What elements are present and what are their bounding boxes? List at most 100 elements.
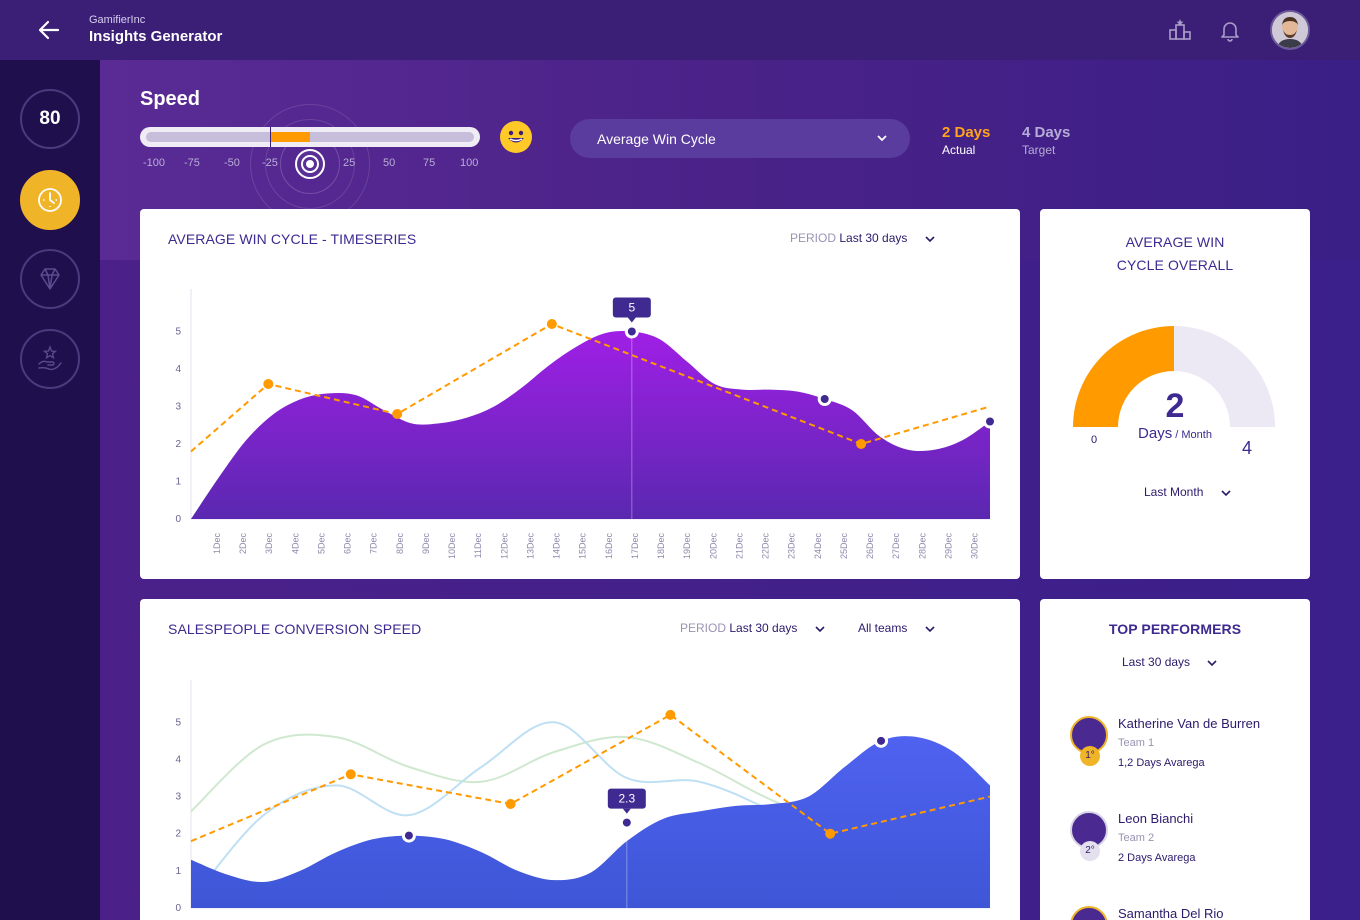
target-value: 4 Days bbox=[1022, 124, 1071, 141]
overall-period-select[interactable]: Last Month bbox=[1144, 485, 1231, 499]
x-tick-label: 19Dec bbox=[682, 533, 692, 560]
performer-rank-badge: 1° bbox=[1080, 746, 1100, 766]
slider-inner-track bbox=[146, 132, 474, 142]
team-filter-select[interactable]: All teams bbox=[858, 621, 935, 635]
performer-rank-badge: 2° bbox=[1080, 841, 1100, 861]
x-tick-label: 1Dec bbox=[212, 533, 222, 555]
slider-tick: -50 bbox=[224, 157, 240, 169]
company-name: GamifierInc bbox=[89, 14, 146, 26]
data-point bbox=[877, 736, 886, 745]
rewards-nav-button[interactable] bbox=[20, 249, 80, 309]
actual-value: 2 Days bbox=[942, 124, 991, 141]
overall-title-line2: CYCLE OVERALL bbox=[1116, 257, 1234, 273]
metric-dropdown-label: Average Win Cycle bbox=[597, 130, 716, 147]
actual-kpi: 2 Days Actual bbox=[942, 124, 990, 157]
conversion-period-select[interactable]: PERIOD Last 30 days bbox=[680, 621, 825, 635]
overall-period-value: Last Month bbox=[1144, 485, 1204, 499]
y-tick-label: 2 bbox=[175, 439, 181, 450]
timeseries-period-select[interactable]: PERIOD Last 30 days bbox=[790, 231, 935, 245]
highlight-point bbox=[627, 327, 636, 336]
conversion-card: SALESPEOPLE CONVERSION SPEED PERIOD Last… bbox=[140, 599, 1020, 920]
data-point bbox=[986, 417, 994, 426]
highlight-value-label: 2.3 bbox=[618, 792, 635, 806]
recognition-nav-button[interactable] bbox=[20, 329, 80, 389]
x-tick-label: 29Dec bbox=[943, 533, 953, 560]
user-avatar[interactable] bbox=[1270, 10, 1310, 50]
back-arrow-icon[interactable] bbox=[36, 18, 62, 42]
timeseries-chart: 0 1 2 3 4 5 5 1Dec 2Dec 3Dec 4Dec 5Dec 6Dec 7Dec 8Dec 9… bbox=[175, 289, 997, 560]
highlight-point bbox=[622, 818, 631, 827]
speed-slider[interactable] bbox=[140, 127, 480, 147]
bell-icon[interactable] bbox=[1218, 18, 1242, 42]
x-tick-label: 17Dec bbox=[630, 533, 640, 560]
overall-card: AVERAGE WIN CYCLE OVERALL 2 Days / Month… bbox=[1040, 209, 1310, 579]
knob-ring-mid bbox=[265, 119, 355, 209]
performer-team: Team 2 bbox=[1118, 832, 1155, 844]
slider-tick: 25 bbox=[343, 157, 356, 169]
y-tick-label: 4 bbox=[175, 754, 181, 765]
overall-title-line1: AVERAGE WIN bbox=[1125, 234, 1225, 250]
timeseries-title: AVERAGE WIN CYCLE - TIMESERIES bbox=[168, 231, 417, 247]
target-point bbox=[825, 828, 836, 839]
hand-star-icon bbox=[38, 345, 62, 371]
performer-name: Samantha Del Rio bbox=[1118, 906, 1224, 920]
gauge-unit-sep: / Month bbox=[1172, 429, 1212, 441]
stopwatch-icon bbox=[38, 188, 62, 212]
conversion-chart: 0 1 2 3 4 5 2.3 bbox=[175, 680, 991, 914]
target-point bbox=[665, 709, 676, 720]
target-point bbox=[546, 319, 557, 329]
slider-handle[interactable] bbox=[294, 148, 326, 180]
speed-nav-button[interactable] bbox=[20, 170, 80, 230]
y-tick-label: 3 bbox=[175, 792, 181, 803]
x-tick-label: 30Dec bbox=[970, 533, 980, 560]
x-tick-label: 16Dec bbox=[604, 533, 614, 560]
performers-period-select[interactable]: Last 30 days bbox=[1122, 655, 1217, 669]
period-value: Last 30 days bbox=[839, 231, 908, 245]
score-badge[interactable]: 80 bbox=[20, 89, 80, 149]
x-tick-label: 20Dec bbox=[708, 533, 718, 560]
highlight-value-label: 5 bbox=[628, 301, 635, 315]
x-tick-label: 9Dec bbox=[421, 533, 431, 555]
target-kpi: 4 Days Target bbox=[1022, 124, 1070, 157]
area-series bbox=[191, 736, 990, 908]
x-tick-label: 21Dec bbox=[734, 533, 744, 560]
gauge-value: 2 bbox=[1165, 387, 1185, 425]
y-tick-label: 0 bbox=[175, 514, 181, 525]
y-tick-label: 0 bbox=[175, 903, 181, 914]
x-tick-label: 6Dec bbox=[343, 533, 353, 555]
slider-tick: 75 bbox=[423, 157, 436, 169]
x-tick-label: 11Dec bbox=[473, 533, 483, 559]
chevron-down-icon bbox=[925, 236, 935, 242]
performer-stat: 1,2 Days Avarega bbox=[1118, 757, 1205, 769]
y-tick-label: 2 bbox=[175, 829, 181, 840]
conversion-title: SALESPEOPLE CONVERSION SPEED bbox=[168, 621, 422, 637]
slider-tick: 100 bbox=[460, 157, 479, 169]
metric-dropdown[interactable]: Average Win Cycle bbox=[570, 119, 910, 158]
x-tick-label: 10Dec bbox=[447, 533, 457, 560]
x-tick-label: 23Dec bbox=[787, 533, 797, 560]
target-point bbox=[263, 379, 274, 389]
timeseries-card: AVERAGE WIN CYCLE - TIMESERIES PERIOD La… bbox=[140, 209, 1020, 579]
period-label: PERIOD bbox=[680, 621, 727, 635]
podium-icon[interactable] bbox=[1168, 18, 1192, 42]
x-tick-label: 15Dec bbox=[578, 533, 588, 560]
team-filter-value: All teams bbox=[858, 621, 908, 635]
performers-period-value: Last 30 days bbox=[1122, 655, 1191, 669]
smiley-icon[interactable] bbox=[500, 121, 532, 153]
x-tick-label: 25Dec bbox=[839, 533, 849, 560]
slider-zero-mark bbox=[270, 127, 271, 147]
x-tick-label: 8Dec bbox=[395, 533, 405, 555]
target-series-line bbox=[190, 713, 991, 843]
x-tick-label: 28Dec bbox=[917, 533, 927, 560]
chevron-down-icon bbox=[925, 626, 935, 632]
chevron-down-icon bbox=[815, 626, 825, 632]
chevron-down-icon bbox=[1221, 490, 1231, 496]
y-tick-label: 3 bbox=[175, 402, 181, 413]
x-tick-label: 24Dec bbox=[813, 533, 823, 560]
y-tick-label: 5 bbox=[175, 717, 181, 728]
gauge-unit-main: Days bbox=[1138, 425, 1173, 442]
page-title: Insights Generator bbox=[89, 28, 223, 45]
gauge-center: 2 Days / Month bbox=[1125, 387, 1225, 442]
period-value: Last 30 days bbox=[729, 621, 798, 635]
x-tick-label: 26Dec bbox=[865, 533, 875, 560]
